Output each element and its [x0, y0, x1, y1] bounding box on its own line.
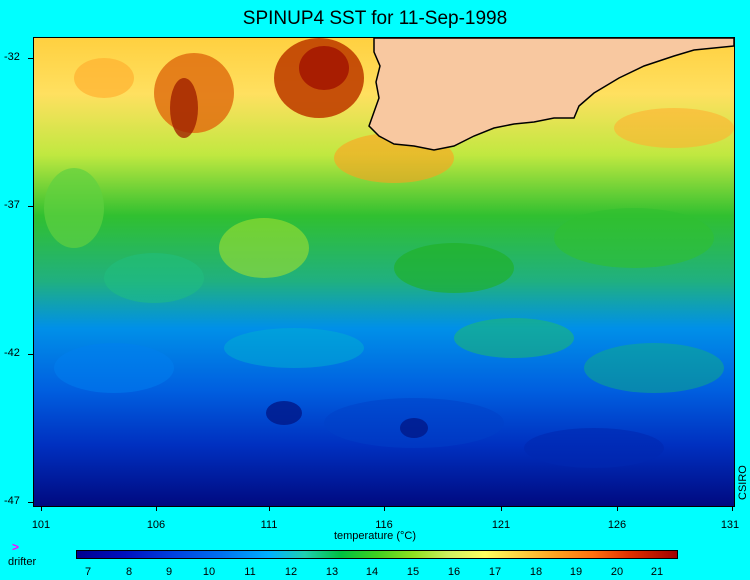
colorbar-tick: 16	[447, 566, 461, 578]
colorbar-tick: 8	[125, 566, 133, 578]
colorbar-tick: 18	[529, 566, 543, 578]
ytick-label: -37	[4, 199, 20, 211]
colorbar-tick: 20	[610, 566, 624, 578]
colorbar-tick: 12	[284, 566, 298, 578]
sst-map[interactable]	[33, 37, 735, 507]
ytick-mark	[28, 354, 33, 355]
xtick-mark	[617, 506, 618, 511]
ytick-mark	[28, 58, 33, 59]
xtick-mark	[732, 506, 733, 511]
colorbar-tick: 7	[84, 566, 92, 578]
sst-field	[34, 38, 734, 506]
xtick-mark	[156, 506, 157, 511]
xtick-mark	[41, 506, 42, 511]
colorbar-label: temperature (°C)	[333, 530, 417, 542]
ytick-label: -42	[4, 347, 20, 359]
colorbar-tick: 9	[165, 566, 173, 578]
credit-label: CSIRO	[737, 465, 749, 500]
colorbar-tick: 11	[244, 566, 256, 578]
ytick-label: -32	[4, 51, 20, 63]
xtick-label: 116	[375, 519, 393, 531]
drifter-marker-icon: >	[12, 540, 20, 554]
xtick-mark	[501, 506, 502, 511]
xtick-mark	[384, 506, 385, 511]
colorbar-tick: 19	[569, 566, 583, 578]
ytick-label: -47	[4, 495, 20, 507]
xtick-label: 111	[260, 519, 278, 531]
xtick-label: 101	[31, 519, 51, 531]
xtick-label: 131	[720, 519, 740, 531]
xtick-label: 126	[607, 519, 627, 531]
land-mass	[368, 38, 734, 151]
xtick-label: 121	[491, 519, 511, 531]
legend-label: drifter	[8, 556, 37, 568]
colorbar	[76, 550, 678, 559]
xtick-mark	[269, 506, 270, 511]
map-title: SPINUP4 SST for 11-Sep-1998	[242, 8, 508, 29]
ytick-mark	[28, 502, 33, 503]
colorbar-tick: 13	[325, 566, 339, 578]
ytick-mark	[28, 206, 33, 207]
xtick-label: 106	[146, 519, 166, 531]
colorbar-tick: 17	[488, 566, 502, 578]
colorbar-tick: 15	[406, 566, 420, 578]
colorbar-tick: 14	[365, 566, 379, 578]
colorbar-tick: 21	[650, 566, 664, 578]
colorbar-tick: 10	[202, 566, 216, 578]
